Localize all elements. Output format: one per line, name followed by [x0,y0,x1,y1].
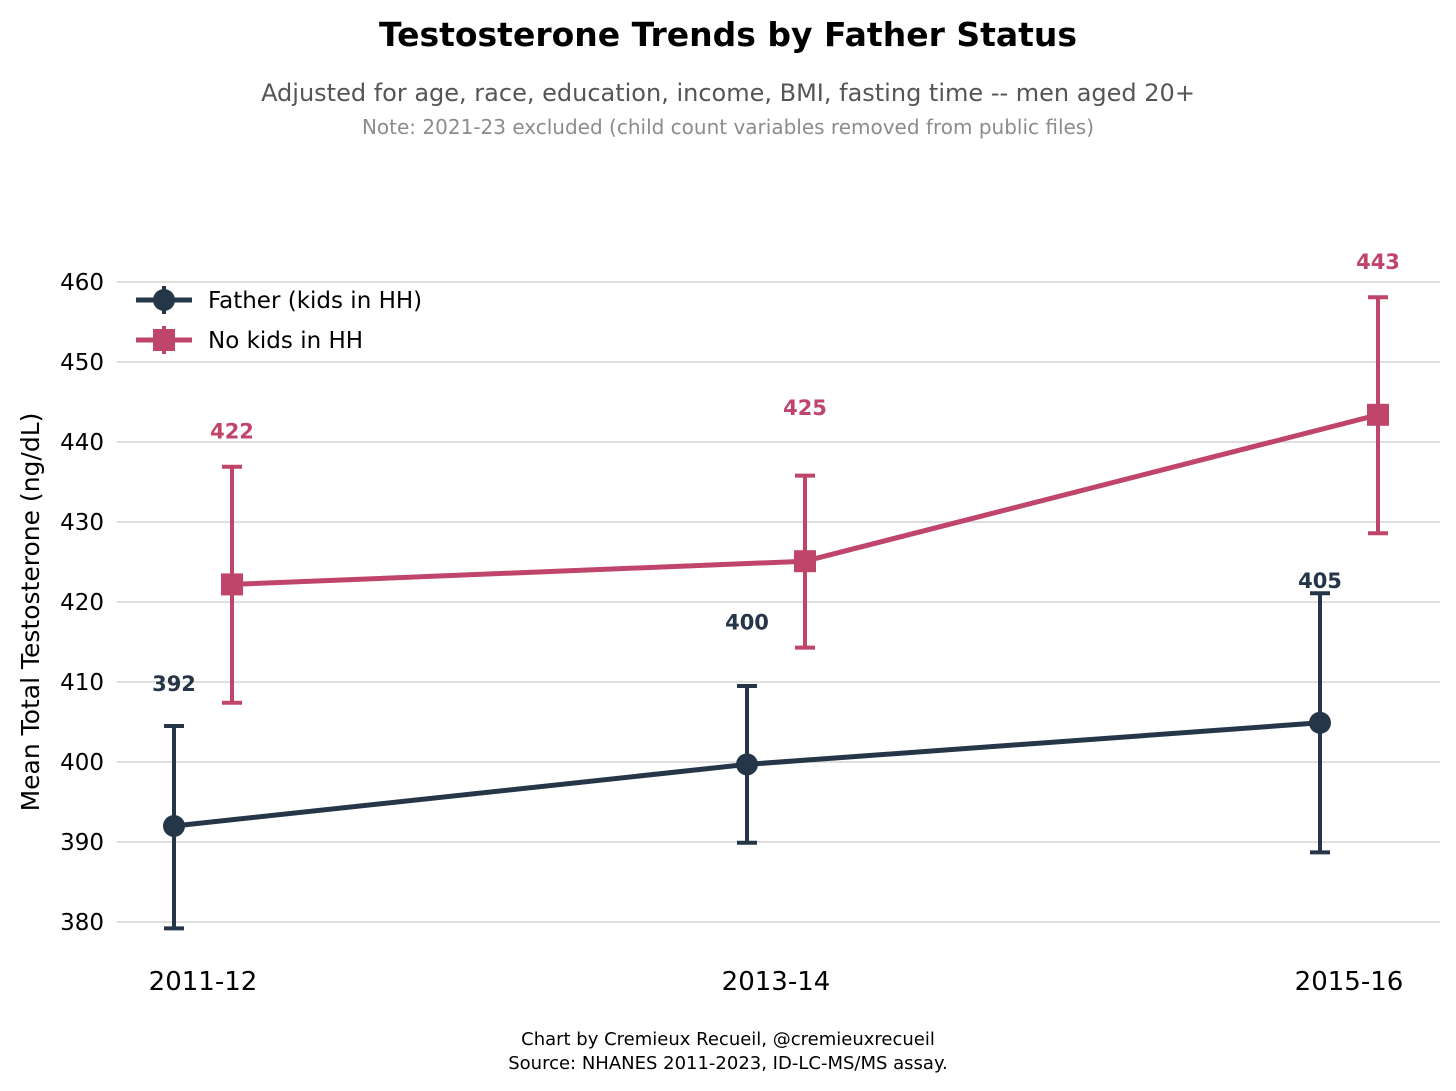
x-tick-label: 2011-12 [149,967,258,997]
data-label: 443 [1356,250,1400,274]
data-series: 392 400 405 422 425 443 [152,250,1400,931]
data-label: 422 [210,419,254,443]
y-axis-label: Mean Total Testosterone (ng/dL) [16,413,45,812]
series-father: 392 400 405 [152,569,1342,931]
y-tick-label: 380 [60,910,104,936]
chart-note: Note: 2021-23 excluded (child count vari… [362,115,1094,139]
y-tick-label: 460 [60,270,104,296]
data-point [1367,403,1389,426]
data-label: 400 [725,610,769,634]
data-point [1309,711,1331,734]
gridlines [117,281,1440,923]
legend-item: No kids in HH [136,326,363,354]
y-tick-label: 420 [60,590,104,616]
chart-title: Testosterone Trends by Father Status [379,15,1077,54]
legend-item: Father (kids in HH) [136,286,422,314]
x-tick-label: 2013-14 [722,967,831,997]
x-tick-label: 2015-16 [1295,967,1404,997]
x-axis-ticks: 2011-12 2013-14 2015-16 [149,967,1404,997]
y-tick-label: 410 [60,670,104,696]
data-point [221,573,243,596]
data-label: 425 [783,396,827,420]
legend-marker [153,329,175,351]
legend-marker [153,289,175,311]
data-label: 392 [152,672,196,696]
data-point [736,753,758,776]
series-no-kids: 422 425 443 [210,250,1400,705]
y-tick-label: 390 [60,830,104,856]
y-axis-ticks: 380 390 400 410 420 430 440 450 460 [60,270,104,936]
chart-subtitle: Adjusted for age, race, education, incom… [261,79,1195,107]
footer-source: Source: NHANES 2011-2023, ID-LC-MS/MS as… [508,1053,948,1074]
legend: Father (kids in HH) No kids in HH [136,286,422,354]
legend-label: No kids in HH [208,328,363,354]
data-label: 405 [1298,569,1342,593]
y-tick-label: 400 [60,750,104,776]
data-point [163,815,185,837]
data-point [794,550,816,573]
y-tick-label: 430 [60,510,104,536]
footer-credit: Chart by Cremieux Recueil, @cremieuxrecu… [521,1029,935,1050]
y-tick-label: 450 [60,350,104,376]
legend-label: Father (kids in HH) [208,288,422,314]
y-tick-label: 440 [60,430,104,456]
